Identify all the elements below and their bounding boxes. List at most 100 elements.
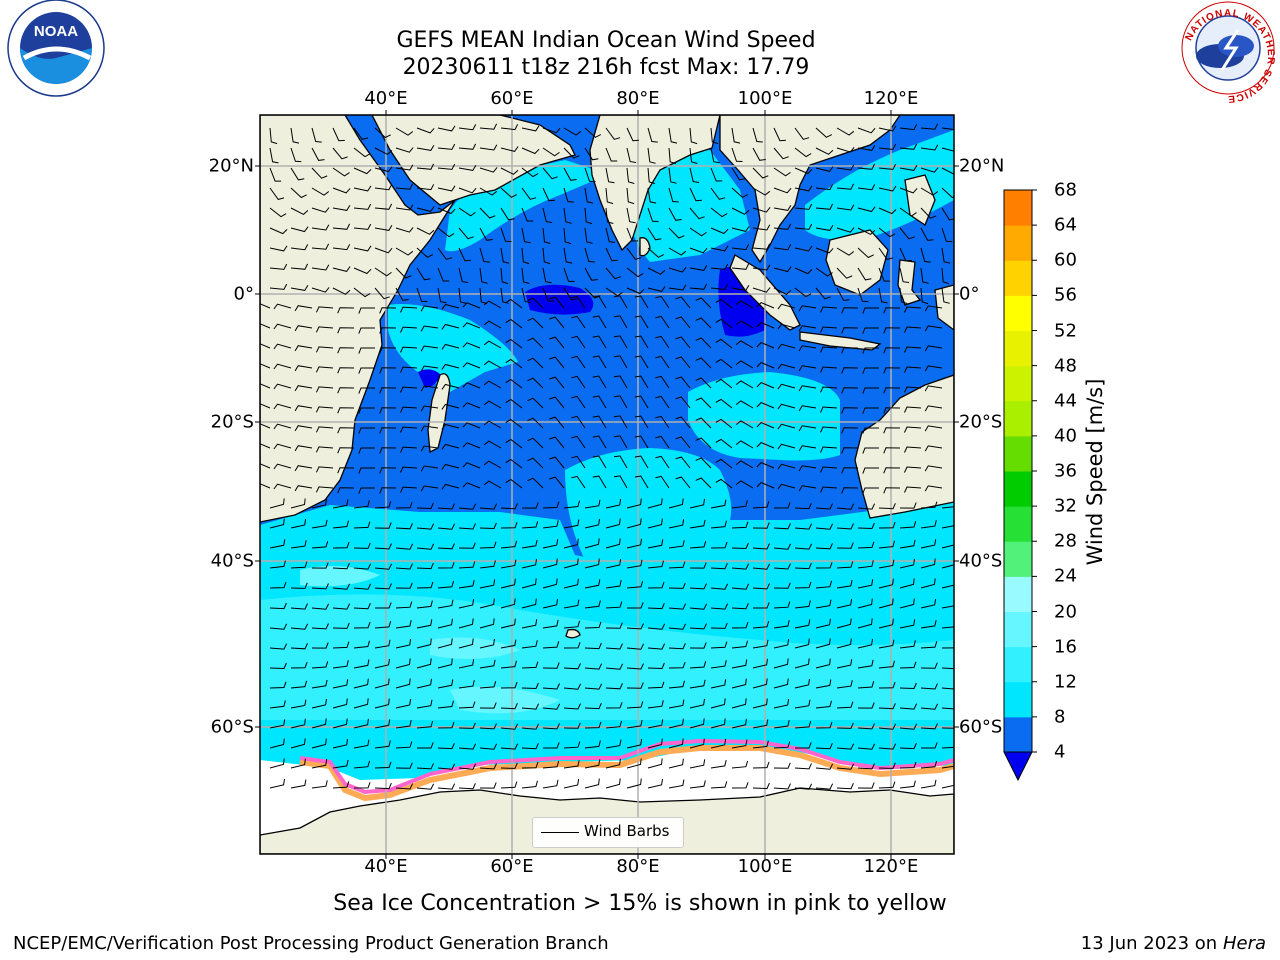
- wind-barb: [715, 378, 733, 389]
- wind-barb: [753, 602, 770, 609]
- wind-barb: [605, 643, 623, 650]
- wind-barb: [647, 623, 666, 630]
- wind-barb: [626, 682, 644, 689]
- colorbar-segment: [1004, 681, 1032, 718]
- wind-barb: [634, 315, 649, 329]
- wind-barb: [505, 318, 523, 329]
- wind-barb: [899, 227, 915, 240]
- wind-barb: [358, 407, 375, 414]
- wind-barb: [857, 206, 876, 213]
- wind-barb: [458, 287, 467, 304]
- wind-barb: [647, 681, 665, 689]
- wind-barb: [505, 338, 523, 349]
- lat-label-right: 40°S: [959, 550, 1003, 572]
- wind-barb: [400, 346, 418, 353]
- wind-barb: [563, 760, 580, 769]
- lon-label-top: 100°E: [737, 88, 793, 109]
- wind-barb: [815, 743, 833, 750]
- wind-barb: [290, 147, 302, 163]
- wind-barb: [521, 743, 539, 750]
- wind-barb: [458, 247, 471, 262]
- wind-barb: [527, 337, 544, 349]
- wind-barb: [731, 167, 746, 181]
- wind-barb: [269, 700, 286, 709]
- wind-barb: [458, 579, 475, 589]
- wind-barb: [479, 187, 498, 196]
- wind-barb: [689, 718, 705, 729]
- wind-barb: [416, 227, 435, 235]
- wind-barb: [899, 703, 918, 710]
- wind-barb: [584, 740, 601, 749]
- wind-barb: [752, 501, 770, 509]
- wind-barb: [542, 247, 551, 265]
- wind-barb: [841, 367, 859, 374]
- wind-barb: [337, 307, 355, 314]
- wind-barb: [668, 266, 687, 273]
- wind-barb: [458, 143, 477, 150]
- wind-barb: [647, 560, 664, 569]
- wind-barb: [479, 541, 497, 549]
- wind-barb: [731, 563, 750, 570]
- wind-barb: [332, 603, 351, 610]
- wind-barb: [735, 420, 754, 429]
- wind-barb: [731, 500, 748, 509]
- wind-barb: [668, 227, 685, 239]
- wind-barb: [500, 247, 510, 264]
- wind-barb: [794, 600, 811, 609]
- wind-barb: [689, 642, 707, 649]
- wind-barb: [500, 743, 519, 750]
- colorbar-segment: [1004, 190, 1032, 226]
- wind-barb: [655, 375, 670, 389]
- wind-barb: [689, 661, 707, 669]
- wind-barb: [311, 661, 329, 669]
- wind-barb: [668, 779, 685, 789]
- wind-barb: [416, 581, 434, 589]
- wind-barb: [332, 622, 350, 629]
- wind-barb: [836, 227, 855, 233]
- wind-barb: [400, 306, 418, 313]
- wind-barb: [395, 523, 413, 530]
- wind-barb: [773, 502, 791, 509]
- wind-barb: [483, 400, 502, 409]
- wind-barb: [353, 603, 371, 610]
- wind-barb: [647, 719, 664, 729]
- wind-barb: [311, 287, 330, 293]
- wind-barb: [483, 380, 502, 389]
- wind-barb: [437, 742, 455, 750]
- wind-barb: [605, 579, 622, 589]
- wind-barb: [395, 227, 414, 233]
- wind-barb: [924, 325, 943, 332]
- wind-barb: [756, 342, 775, 349]
- wind-barb: [647, 518, 663, 529]
- wind-barb: [820, 466, 838, 473]
- wind-barb: [332, 223, 351, 230]
- wind-barb: [731, 521, 749, 529]
- wind-barb: [878, 227, 896, 238]
- wind-barb: [311, 207, 330, 213]
- wind-barb: [563, 519, 580, 529]
- wind-barb: [521, 539, 538, 549]
- wind-barb: [857, 638, 873, 649]
- wind-barb: [924, 405, 943, 412]
- wind-barb: [689, 679, 706, 689]
- wind-barb: [542, 147, 560, 157]
- wind-barb: [542, 598, 558, 609]
- wind-barb: [777, 483, 796, 490]
- wind-barb: [584, 683, 603, 690]
- wind-barb: [857, 618, 873, 629]
- wind-barb: [483, 440, 502, 449]
- wind-barb: [878, 682, 896, 689]
- wind-barb: [815, 247, 834, 254]
- wind-barb: [374, 184, 393, 191]
- wind-barb: [458, 542, 476, 549]
- wind-barb: [290, 226, 309, 233]
- wind-barb: [605, 663, 624, 670]
- wind-barb: [836, 503, 855, 510]
- colorbar-segment: [1004, 716, 1032, 753]
- wind-barb: [400, 326, 418, 333]
- wind-barb: [862, 487, 879, 494]
- sri-lanka: [639, 237, 651, 257]
- wind-barb: [584, 702, 602, 710]
- wind-barb: [290, 540, 307, 549]
- colorbar-tick-label: 68: [1054, 179, 1077, 201]
